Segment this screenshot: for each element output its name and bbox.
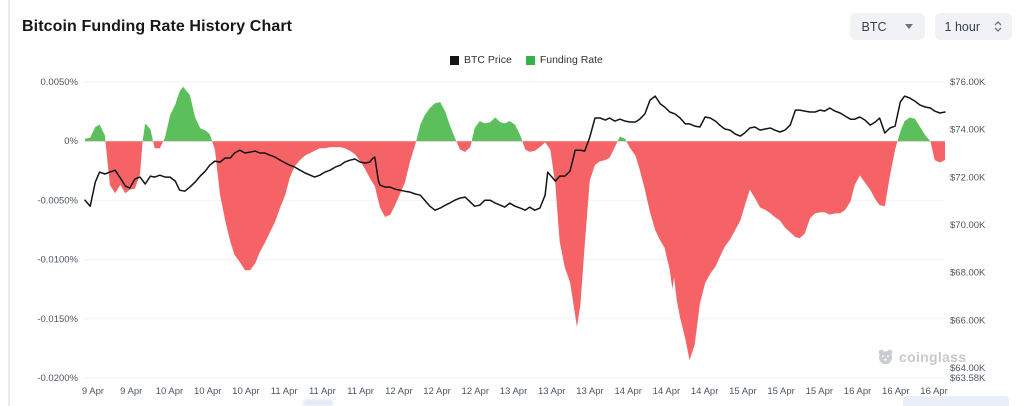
svg-text:10 Apr: 10 Apr	[194, 386, 221, 397]
symbol-select-value: BTC	[861, 19, 887, 34]
svg-text:12 Apr: 12 Apr	[423, 386, 450, 397]
svg-text:9 Apr: 9 Apr	[82, 386, 104, 397]
interval-select-value: 1 hour	[944, 19, 980, 34]
svg-text:-0.0050%: -0.0050%	[37, 195, 78, 206]
svg-text:12 Apr: 12 Apr	[462, 386, 489, 397]
up-down-stepper-icon	[994, 21, 1002, 32]
legend-label: BTC Price	[464, 54, 512, 66]
interval-select[interactable]: 1 hour	[934, 13, 1012, 40]
svg-text:14 Apr: 14 Apr	[691, 386, 718, 397]
svg-text:15 Apr: 15 Apr	[729, 386, 756, 397]
btc-price-swatch-icon	[450, 55, 459, 65]
svg-text:10 Apr: 10 Apr	[232, 386, 259, 397]
page-title: Bitcoin Funding Rate History Chart	[22, 18, 293, 35]
svg-text:$64.00K: $64.00K	[950, 363, 986, 374]
svg-text:$63.58K: $63.58K	[950, 373, 986, 384]
legend-item-funding-rate[interactable]: Funding Rate	[525, 54, 603, 66]
svg-text:-0.0100%: -0.0100%	[37, 255, 78, 266]
svg-text:-0.0200%: -0.0200%	[37, 373, 78, 384]
svg-text:13 Apr: 13 Apr	[576, 386, 603, 397]
svg-text:$72.00K: $72.00K	[950, 172, 986, 183]
legend-label: Funding Rate	[539, 54, 603, 66]
svg-text:13 Apr: 13 Apr	[538, 386, 565, 397]
caret-down-icon	[904, 24, 913, 29]
partial-element-bottom-right	[903, 396, 1009, 406]
svg-text:11 Apr: 11 Apr	[347, 386, 374, 397]
svg-text:$68.00K: $68.00K	[950, 268, 986, 279]
svg-text:15 Apr: 15 Apr	[767, 386, 794, 397]
svg-text:16 Apr: 16 Apr	[920, 386, 947, 397]
symbol-select[interactable]: BTC	[849, 13, 925, 40]
svg-text:16 Apr: 16 Apr	[882, 386, 909, 397]
svg-text:11 Apr: 11 Apr	[271, 386, 298, 397]
svg-text:$66.00K: $66.00K	[950, 315, 986, 326]
svg-text:13 Apr: 13 Apr	[500, 386, 527, 397]
svg-text:14 Apr: 14 Apr	[653, 386, 680, 397]
svg-text:0%: 0%	[64, 136, 78, 147]
funding-rate-swatch-icon	[525, 55, 535, 65]
page-left-border	[8, 0, 10, 406]
chart-controls: BTC 1 hour	[849, 13, 1012, 40]
svg-text:14 Apr: 14 Apr	[614, 386, 641, 397]
svg-text:-0.0150%: -0.0150%	[37, 314, 78, 325]
svg-text:12 Apr: 12 Apr	[385, 386, 412, 397]
svg-text:10 Apr: 10 Apr	[156, 386, 183, 397]
svg-text:11 Apr: 11 Apr	[309, 386, 336, 397]
svg-text:0.0050%: 0.0050%	[40, 77, 78, 88]
svg-text:9 Apr: 9 Apr	[120, 386, 142, 397]
coinglass-bear-icon	[878, 349, 893, 365]
legend-item-btc-price[interactable]: BTC Price	[450, 54, 512, 66]
svg-text:15 Apr: 15 Apr	[806, 386, 833, 397]
svg-text:$74.00K: $74.00K	[950, 125, 986, 136]
watermark-text: coinglass	[899, 348, 967, 365]
chart-legend: BTC Price Funding Rate	[450, 54, 603, 66]
svg-text:16 Apr: 16 Apr	[844, 386, 871, 397]
svg-text:$70.00K: $70.00K	[950, 220, 986, 231]
svg-text:$76.00K: $76.00K	[950, 77, 986, 88]
coinglass-watermark: coinglass	[877, 348, 966, 365]
partial-element-bottom-center	[303, 399, 333, 406]
